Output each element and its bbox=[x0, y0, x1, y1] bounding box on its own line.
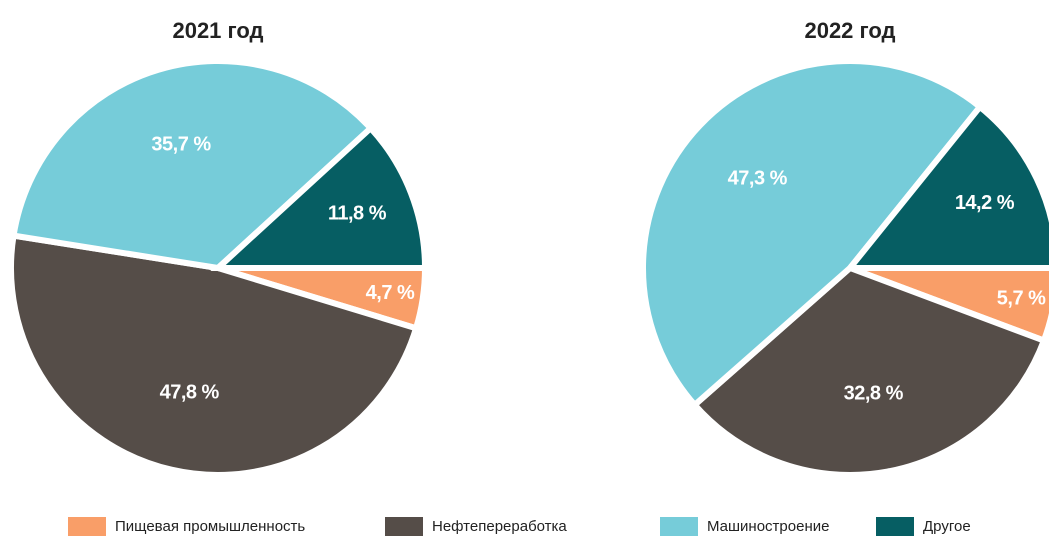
slice-label: 11,8 % bbox=[328, 202, 387, 224]
slice-label: 47,3 % bbox=[728, 168, 788, 190]
slice-label: 14,2 % bbox=[955, 192, 1015, 214]
slice-label: 32,8 % bbox=[844, 382, 904, 404]
slice-label: 35,7 % bbox=[151, 133, 211, 155]
pie-slice bbox=[8, 232, 420, 478]
chart-title: 2021 год bbox=[172, 18, 263, 43]
legend-swatch bbox=[68, 517, 106, 536]
legend-swatch bbox=[385, 517, 423, 536]
legend-label: Другое bbox=[923, 518, 971, 535]
pie-slice bbox=[843, 102, 1049, 271]
pie-slice bbox=[640, 58, 985, 410]
legend-label: Пищевая промышленность bbox=[115, 518, 305, 535]
slice-label: 4,7 % bbox=[366, 282, 415, 304]
slice-label: 47,8 % bbox=[160, 381, 220, 403]
legend-swatch bbox=[660, 517, 698, 536]
pie-slice bbox=[690, 264, 1048, 478]
legend-label: Машиностроение bbox=[707, 518, 829, 535]
slice-label: 5,7 % bbox=[997, 287, 1046, 309]
pie-slice bbox=[10, 58, 375, 272]
legend-label: Нефтепереработка bbox=[432, 518, 567, 535]
chart-title: 2022 год bbox=[804, 18, 895, 43]
pie-slice bbox=[210, 123, 429, 271]
legend-swatch bbox=[876, 517, 914, 536]
